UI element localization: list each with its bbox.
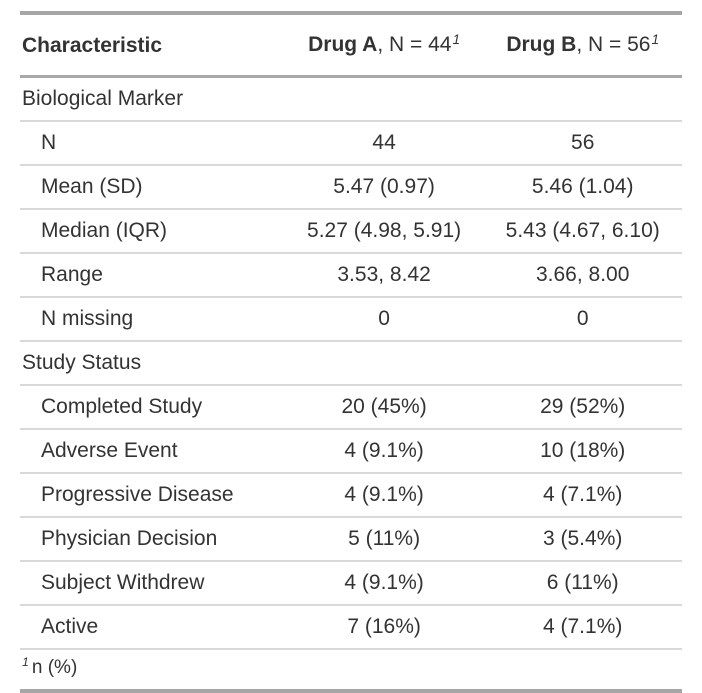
drug-b-value: 6 (11%) [546,571,619,594]
drug-a-value: 0 [378,307,390,330]
group-row-biological-marker: Biological Marker [20,77,682,121]
table-row: Range 3.53, 8.42 3.66, 8.00 [20,253,682,297]
drug-b-value: 10 (18%) [540,439,626,462]
row-label: N [41,131,57,154]
group-label: Biological Marker [22,87,184,110]
drug-a-value: 4 (9.1%) [344,483,424,506]
row-label: Progressive Disease [41,483,234,506]
row-label: N missing [41,307,134,330]
drug-a-value: 5 (11%) [348,527,421,550]
table-header: Characteristic Drug A, N = 441 Drug B, N… [20,13,682,77]
drug-b-n: , N = 56 [576,33,651,56]
row-label: Physician Decision [41,527,218,550]
drug-a-name: Drug A [308,33,378,56]
header-row: Characteristic Drug A, N = 441 Drug B, N… [20,13,682,77]
drug-b-value: 5.46 (1.04) [531,175,634,198]
drug-a-value: 3.53, 8.42 [337,263,431,286]
column-header-drug-b: Drug B, N = 561 [483,13,682,77]
table-row: Mean (SD) 5.47 (0.97) 5.46 (1.04) [20,165,682,209]
row-label: Mean (SD) [41,175,143,198]
drug-b-value: 29 (52%) [540,395,626,418]
table-row: Completed Study 20 (45%) 29 (52%) [20,385,682,429]
row-label: Median (IQR) [41,219,168,242]
footnote-marker: 1 [452,31,461,47]
drug-a-value: 4 (9.1%) [344,571,424,594]
column-header-drug-a: Drug A, N = 441 [285,13,484,77]
drug-b-value: 3.66, 8.00 [535,263,630,286]
footnote-marker: 1 [22,655,29,670]
drug-b-value: 4 (7.1%) [543,483,623,506]
drug-a-n: , N = 44 [377,33,452,56]
column-header-characteristic: Characteristic [20,13,285,77]
table-body: Biological Marker N 44 56 Mean (SD) 5.47… [20,77,682,649]
row-label: Subject Withdrew [41,571,205,594]
drug-a-value: 5.47 (0.97) [333,175,435,198]
table-row: N 44 56 [20,121,682,165]
drug-b-value: 3 (5.4%) [543,527,623,550]
summary-table: Characteristic Drug A, N = 441 Drug B, N… [20,11,682,693]
group-label: Study Status [22,351,142,374]
table-row: Active 7 (16%) 4 (7.1%) [20,605,682,649]
drug-a-value: 20 (45%) [341,395,427,418]
footnote-text: n (%) [31,657,78,678]
group-row-study-status: Study Status [20,341,682,385]
table-row: Physician Decision 5 (11%) 3 (5.4%) [20,517,682,561]
drug-b-value: 5.43 (4.67, 6.10) [505,219,660,242]
row-label: Adverse Event [41,439,178,462]
drug-a-value: 5.27 (4.98, 5.91) [307,219,462,242]
table-row: N missing 0 0 [20,297,682,341]
drug-b-name: Drug B [506,33,577,56]
drug-a-value: 4 (9.1%) [344,439,424,462]
drug-a-value: 44 [372,131,396,154]
drug-b-value: 0 [576,307,589,330]
row-label: Range [41,263,103,286]
table-row: Subject Withdrew 4 (9.1%) 6 (11%) [20,561,682,605]
drug-b-value: 56 [571,131,595,154]
table-row: Adverse Event 4 (9.1%) 10 (18%) [20,429,682,473]
drug-a-value: 7 (16%) [347,615,421,638]
drug-b-value: 4 (7.1%) [543,615,623,638]
row-label: Completed Study [41,395,203,418]
footnote-marker: 1 [651,31,660,47]
characteristic-header-label: Characteristic [22,34,163,57]
table-row: Progressive Disease 4 (9.1%) 4 (7.1%) [20,473,682,517]
row-label: Active [41,615,99,638]
table-row: Median (IQR) 5.27 (4.98, 5.91) 5.43 (4.6… [20,209,682,253]
